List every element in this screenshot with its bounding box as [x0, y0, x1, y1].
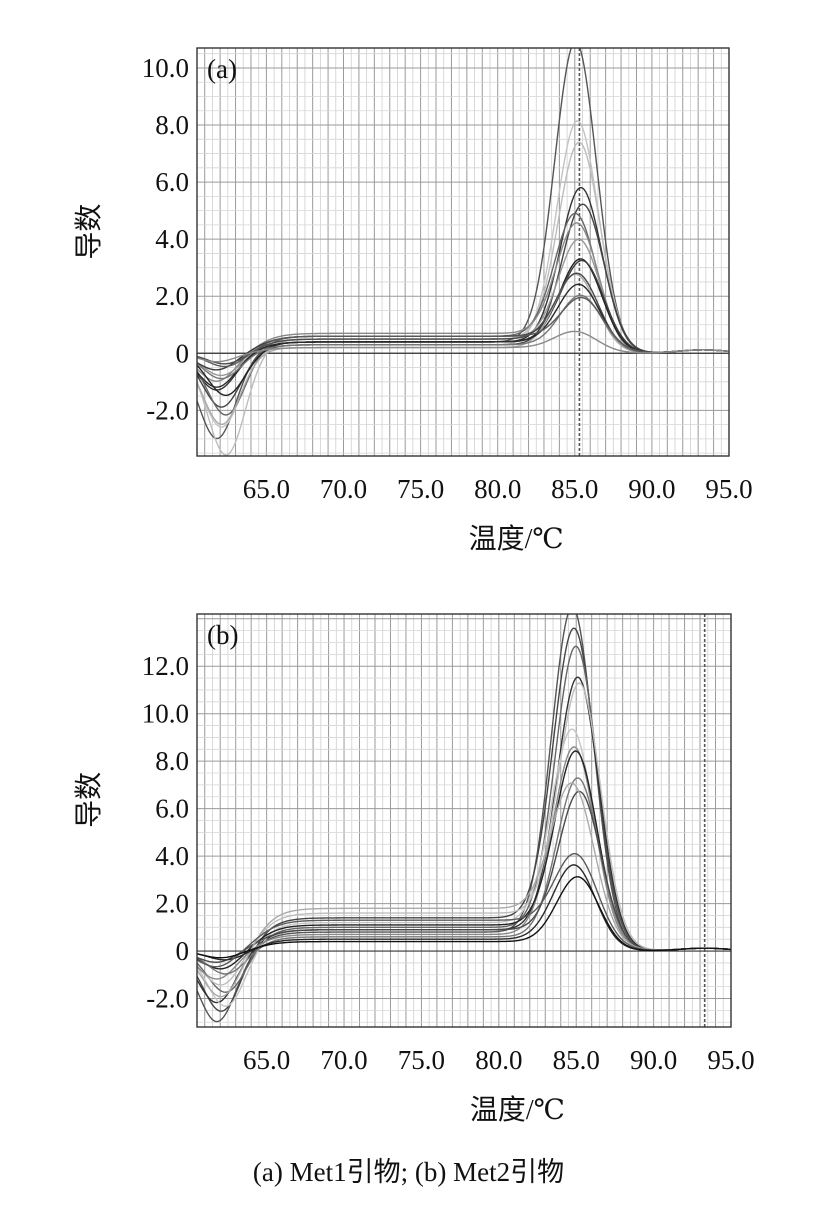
plot-frame — [196, 613, 732, 1028]
series-line — [197, 876, 731, 959]
series-line — [197, 852, 731, 968]
series-line — [197, 141, 729, 456]
series-line — [197, 296, 729, 368]
series-line — [197, 258, 729, 396]
y-tick-label: 6.0 — [155, 794, 189, 824]
y-tick-label: -2.0 — [146, 395, 189, 425]
y-tick-label: 8.0 — [155, 746, 189, 776]
series-group — [197, 614, 731, 1023]
y-tick-label: 0 — [176, 936, 190, 966]
chart-a: -2.0 0 2.0 4.0 6.0 8.0 10.0 65.0 70.0 75.0 80.0 85.… — [73, 47, 753, 555]
y-axis-title: 导数 — [73, 772, 105, 828]
figure-caption: (a) Met1引物; (b) Met2引物 — [252, 1157, 565, 1187]
y-axis-title: 导数 — [73, 204, 105, 260]
series-line — [197, 864, 731, 961]
series-line — [197, 222, 729, 382]
series-line — [197, 212, 729, 416]
y-tick-label: 0 — [176, 338, 190, 368]
x-tick-label: 70.0 — [320, 474, 367, 504]
y-tick-label: 10.0 — [142, 53, 189, 83]
series-line — [197, 330, 729, 363]
series-line — [197, 120, 729, 428]
series-line — [197, 627, 731, 1012]
grid — [196, 48, 730, 456]
chart-b: -2.0 0 2.0 4.0 6.0 8.0 10.0 12.0 65.0 70.0 75.0 80.… — [73, 613, 755, 1126]
x-tick-label: 80.0 — [475, 1045, 522, 1075]
x-tick-label: 80.0 — [474, 474, 521, 504]
series-line — [197, 676, 731, 1004]
y-tick-label: -2.0 — [146, 984, 189, 1014]
series-line — [197, 614, 731, 1023]
panel-label: (b) — [207, 620, 238, 650]
grid — [196, 614, 732, 1027]
x-axis-title: 温度/℃ — [469, 523, 564, 555]
y-tick-label: 10.0 — [142, 699, 189, 729]
panel-label: (a) — [207, 54, 237, 84]
x-tick-label: 95.0 — [705, 474, 752, 504]
y-tick-label: 12.0 — [142, 651, 189, 681]
x-tick-label: 90.0 — [628, 474, 675, 504]
series-line — [197, 48, 729, 440]
series-line — [197, 682, 731, 986]
series-line — [197, 238, 729, 377]
x-tick-label: 70.0 — [320, 1045, 367, 1075]
series-line — [197, 203, 729, 408]
y-tick-label: 6.0 — [155, 167, 189, 197]
series-line — [197, 186, 729, 391]
y-tick-label: 2.0 — [155, 281, 189, 311]
x-tick-label: 75.0 — [397, 474, 444, 504]
series-line — [197, 782, 731, 998]
y-tick-label: 4.0 — [155, 224, 189, 254]
x-axis-title: 温度/℃ — [470, 1094, 565, 1126]
x-tick-label: 65.0 — [243, 1045, 290, 1075]
x-tick-label: 85.0 — [553, 1045, 600, 1075]
y-tick-label: 8.0 — [155, 110, 189, 140]
x-tick-label: 90.0 — [630, 1045, 677, 1075]
series-group — [197, 48, 729, 456]
x-tick-label: 75.0 — [398, 1045, 445, 1075]
plot-frame — [196, 47, 730, 457]
x-tick-label: 65.0 — [243, 474, 290, 504]
y-tick-label: 2.0 — [155, 889, 189, 919]
series-line — [197, 746, 731, 980]
x-tick-label: 85.0 — [551, 474, 598, 504]
x-tick-label: 95.0 — [707, 1045, 754, 1075]
series-line — [197, 777, 731, 975]
y-tick-label: 4.0 — [155, 841, 189, 871]
